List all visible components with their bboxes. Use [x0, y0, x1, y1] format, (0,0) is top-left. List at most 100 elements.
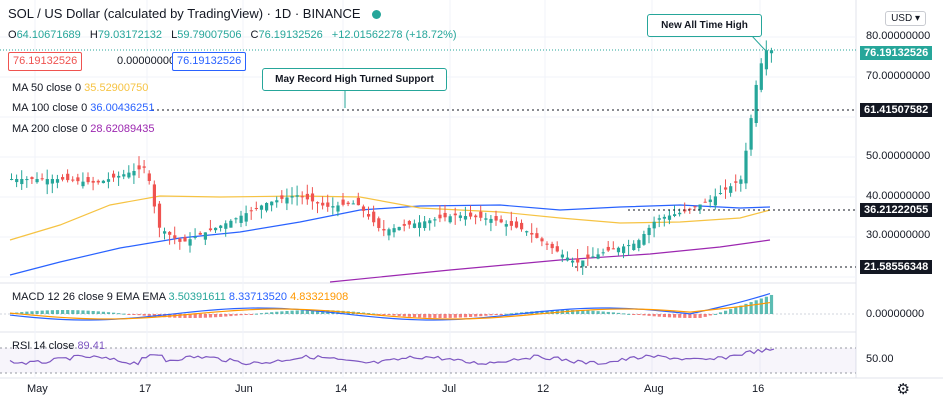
macd-histogram-bar [300, 310, 304, 314]
macd-histogram-bar [392, 314, 396, 316]
macd-histogram-bar [576, 310, 580, 314]
ath-callout[interactable]: New All Time High [647, 14, 762, 37]
candle-body [729, 186, 733, 193]
macd-histogram-bar [606, 311, 610, 314]
macd-histogram-bar [270, 312, 274, 314]
macd-histogram-bar [112, 312, 116, 314]
macd-histogram-bar [632, 314, 636, 315]
candle-body [127, 172, 131, 178]
macd-histogram-bar [504, 313, 508, 315]
candle-body [71, 179, 75, 181]
candle-body [188, 239, 192, 246]
candle-body [596, 254, 600, 259]
gear-icon[interactable]: ⚙ [896, 381, 910, 398]
candle-body [377, 218, 381, 228]
macd-histogram-bar [254, 313, 258, 315]
ma50-legend[interactable]: MA 50 close 0 35.52900750 [12, 82, 149, 94]
macd-histogram-bar [91, 310, 95, 314]
candle-body [310, 193, 315, 202]
candle-body [616, 247, 621, 253]
macd-histogram-bar [550, 310, 554, 314]
sell-price-button[interactable]: 76.19132526 [8, 52, 83, 71]
candle-body [234, 218, 238, 220]
macd-histogram-bar [652, 314, 656, 317]
candle-body [122, 174, 126, 177]
candle-body [152, 184, 156, 207]
low-value: 59.79007506 [177, 29, 242, 41]
macd-histogram-bar [458, 314, 462, 318]
macd-histogram-bar [387, 314, 391, 316]
macd-histogram-bar [703, 314, 707, 317]
candle-body [627, 245, 631, 247]
macd-histogram-bar [295, 310, 299, 314]
macd-histogram-bar [718, 312, 723, 314]
candle-body [316, 202, 320, 204]
symbol-title[interactable]: SOL / US Dollar (calculated by TradingVi… [8, 6, 382, 21]
macd-histogram-bar [540, 310, 544, 314]
macd-legend[interactable]: MACD 12 26 close 9 EMA EMA 3.50391611 8.… [12, 291, 349, 303]
macd-histogram-bar [117, 313, 121, 315]
macd-histogram-bar [601, 311, 605, 314]
time-tick: 17 [139, 383, 152, 395]
candle-body [382, 228, 386, 231]
macd-histogram-bar [106, 312, 111, 314]
macd-histogram-bar [45, 310, 49, 314]
candle-body [749, 118, 753, 150]
rsi-legend[interactable]: RSI 14 close 89.41 [12, 340, 105, 352]
support-callout[interactable]: May Record High Turned Support [262, 68, 447, 91]
candle-body [520, 222, 524, 230]
open-value: 64.10671689 [16, 29, 81, 41]
live-status-icon [372, 10, 382, 20]
candle-body [10, 179, 14, 180]
candle-body [764, 50, 768, 70]
candle-body [744, 150, 748, 184]
price-tick: 70.00000000 [866, 70, 931, 82]
macd-histogram-bar [591, 310, 595, 314]
candle-body [249, 210, 253, 212]
candle-body [698, 204, 702, 210]
candle-body [285, 197, 289, 204]
candle-body [50, 179, 54, 184]
candle-body [91, 180, 95, 183]
macd-histogram-bar [581, 310, 585, 314]
macd-histogram-bar [764, 296, 768, 314]
candle-body [535, 233, 539, 238]
candle-body [280, 195, 284, 199]
macd-histogram-bar [693, 314, 697, 318]
candle-body [713, 196, 717, 206]
candle-body [678, 212, 682, 215]
macd-histogram-bar [611, 312, 615, 314]
macd-histogram-bar [474, 314, 478, 317]
ma200-legend[interactable]: MA 200 close 0 28.62089435 [12, 123, 155, 135]
macd-histogram-bar [305, 310, 309, 314]
candle-body [484, 218, 488, 220]
macd-histogram-bar [586, 310, 590, 314]
candle-body [290, 196, 294, 198]
macd-histogram-bar [438, 314, 442, 318]
currency-select[interactable]: USD ▾ [885, 11, 926, 26]
macd-histogram-bar [673, 314, 677, 318]
candle-body [673, 214, 677, 217]
candle-body [142, 166, 146, 168]
candle-body [428, 220, 432, 224]
macd-histogram-bar [101, 311, 105, 314]
candle-body [545, 243, 549, 245]
macd-histogram-bar [754, 300, 758, 314]
candle-body [341, 199, 345, 205]
candle-body [224, 223, 228, 229]
candle-body [40, 178, 44, 180]
buy-price-button[interactable]: 76.19132526 [172, 52, 247, 71]
macd-histogram-bar [61, 310, 65, 314]
candle-body [479, 211, 483, 218]
time-tick: 16 [752, 383, 765, 395]
time-tick: May [27, 383, 48, 395]
candle-body [244, 213, 248, 222]
time-tick: Jun [235, 383, 253, 395]
candle-body [423, 221, 427, 229]
candle-body [769, 50, 774, 54]
candle-body [112, 173, 116, 178]
macd-histogram-bar [749, 302, 753, 314]
ma100-legend[interactable]: MA 100 close 0 36.00436251 [12, 102, 155, 114]
candle-body [356, 197, 360, 206]
